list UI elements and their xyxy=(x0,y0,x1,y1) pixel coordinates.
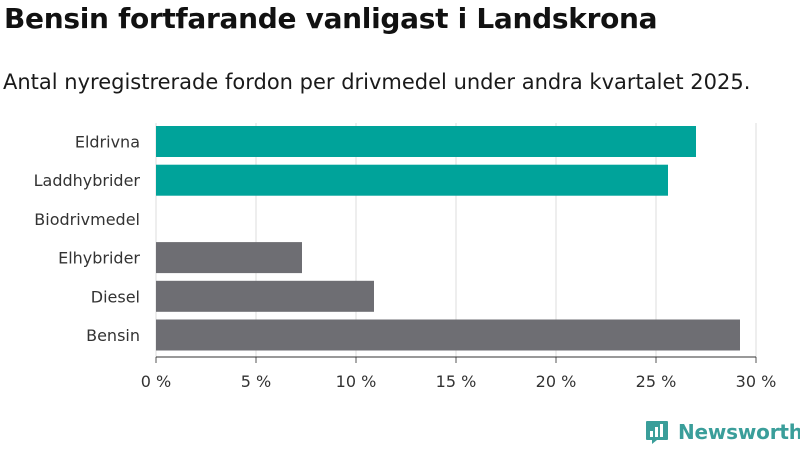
category-label: Biodrivmedel xyxy=(34,210,140,229)
brand-logo: Newsworthy xyxy=(644,419,800,445)
category-labels: Eldrivna Laddhybrider Biodrivmedel Elhybrid… xyxy=(34,133,141,346)
bar-bensin xyxy=(156,319,740,351)
bars xyxy=(156,126,740,351)
x-tick-label: 0 % xyxy=(141,372,171,391)
x-tick-label: 15 % xyxy=(436,372,477,391)
x-tick-label: 25 % xyxy=(636,372,677,391)
x-tick-label: 20 % xyxy=(536,372,577,391)
category-label: Elhybrider xyxy=(58,249,140,268)
bar-chart-logo-icon xyxy=(646,421,668,444)
category-label: Diesel xyxy=(91,287,140,306)
bar-diesel xyxy=(156,280,374,312)
x-tick-label: 10 % xyxy=(336,372,377,391)
chart-title: Bensin fortfarande vanligast i Landskron… xyxy=(4,2,658,35)
x-tick-label: 5 % xyxy=(241,372,271,391)
category-label: Bensin xyxy=(86,326,140,345)
bar-elhybrider xyxy=(156,242,302,274)
category-label: Laddhybrider xyxy=(34,171,141,190)
brand-name: Newsworthy xyxy=(678,420,800,444)
bar-eldrivna xyxy=(156,126,696,157)
grid-lines xyxy=(155,123,757,357)
x-tick-label: 30 % xyxy=(736,372,777,391)
category-label: Eldrivna xyxy=(75,133,140,152)
chart-subtitle: Antal nyregistrerade fordon per drivmede… xyxy=(3,70,751,94)
x-axis-ticks: 0 % 5 % 10 % 15 % 20 % 25 % 30 % xyxy=(141,356,777,391)
bar-laddhybrider xyxy=(156,164,668,196)
